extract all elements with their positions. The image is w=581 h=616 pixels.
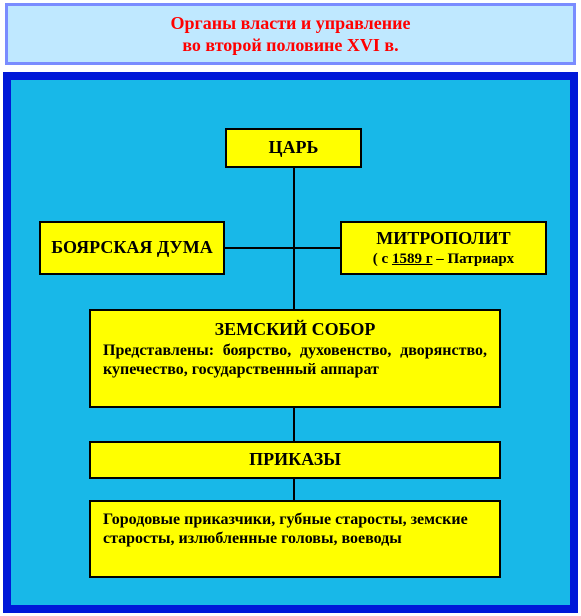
node-local-body: Городовые приказчики, губные старосты, з… [103, 510, 487, 548]
node-mitropolit-sub: ( с 1589 г – Патриарх [373, 250, 514, 268]
node-mitropolit: МИТРОПОЛИТ ( с 1589 г – Патриарх [340, 221, 547, 275]
node-boyar-duma: БОЯРСКАЯ ДУМА [39, 221, 225, 275]
connector [293, 479, 295, 500]
connector [293, 408, 295, 441]
node-prikazy: ПРИКАЗЫ [89, 441, 501, 479]
node-prikazy-label: ПРИКАЗЫ [249, 449, 341, 471]
node-mitropolit-label: МИТРОПОЛИТ [376, 228, 510, 250]
node-boyar-label: БОЯРСКАЯ ДУМА [51, 237, 212, 259]
title-banner: Органы власти и управление во второй пол… [5, 3, 576, 65]
title-line1: Органы власти и управление [171, 12, 411, 35]
node-zemsky-title: ЗЕМСКИЙ СОБОР [215, 319, 376, 341]
node-local-gov: Городовые приказчики, губные старосты, з… [89, 500, 501, 578]
node-tsar: ЦАРЬ [225, 128, 362, 168]
connector [293, 168, 295, 309]
node-zemsky-sobor: ЗЕМСКИЙ СОБОР Представлены: боярство, ду… [89, 309, 501, 408]
node-zemsky-body: Представлены: боярство, духовенство, дво… [103, 341, 487, 379]
title-line2: во второй половине XVI в. [182, 34, 398, 57]
node-tsar-label: ЦАРЬ [269, 137, 319, 159]
